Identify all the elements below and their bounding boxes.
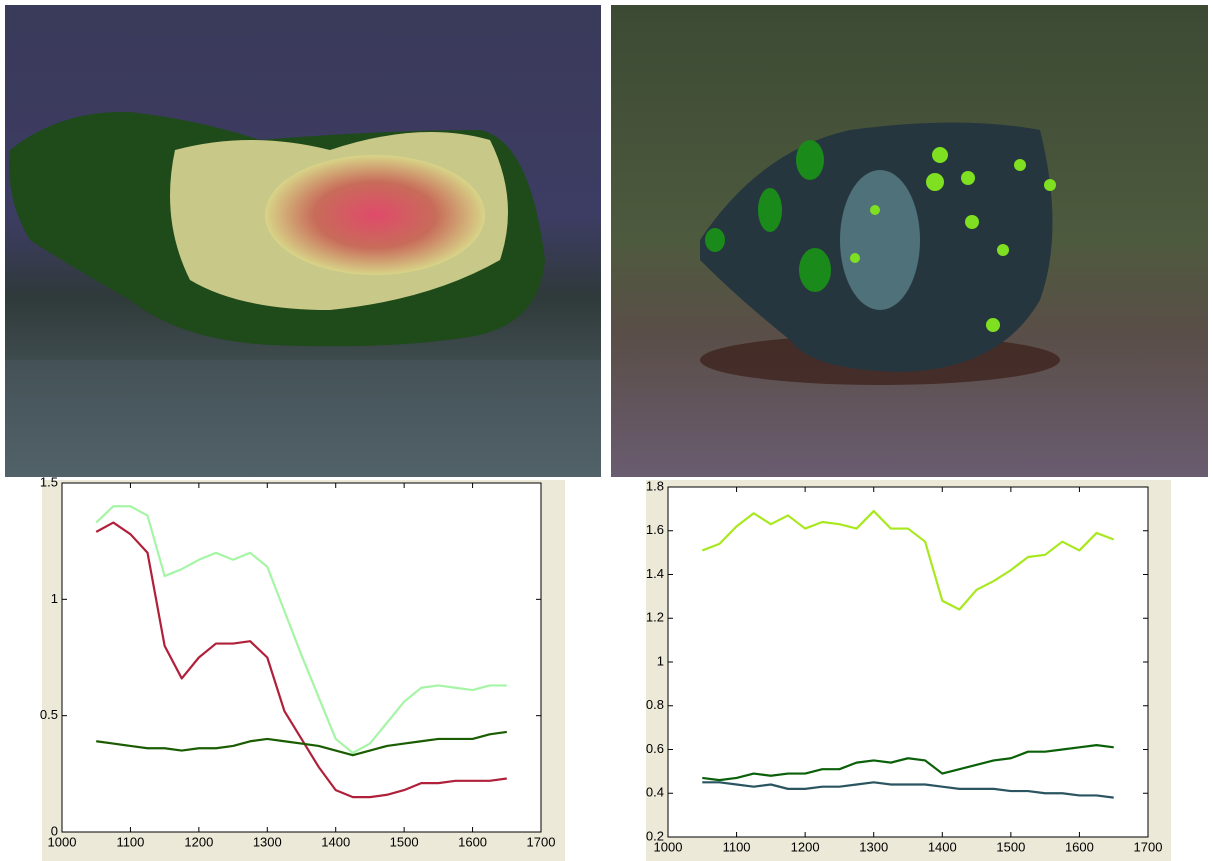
series-line [95, 505, 507, 754]
x-tick-label: 1200 [791, 839, 820, 854]
y-tick-label: 1.6 [646, 522, 664, 537]
y-tick-label: 0.4 [646, 785, 664, 800]
photo-left [5, 5, 601, 477]
x-tick-label: 1100 [723, 839, 751, 854]
y-tick-label: 1 [657, 653, 664, 668]
x-tick-label: 1000 [654, 839, 683, 854]
x-tick-label: 1000 [48, 834, 77, 849]
y-tick-label: 1.5 [40, 474, 58, 489]
series-line [95, 521, 507, 799]
x-tick-label: 1200 [184, 834, 213, 849]
series-line [701, 509, 1115, 611]
photo-right [611, 5, 1208, 477]
x-tick-label: 1700 [1134, 839, 1163, 854]
x-tick-label: 1600 [1065, 839, 1094, 854]
series-line [96, 730, 507, 757]
y-tick-label: 0.8 [646, 697, 664, 712]
y-tick-label: 1.8 [646, 478, 664, 493]
x-tick-label: 1100 [116, 834, 144, 849]
x-tick-label: 1300 [253, 834, 282, 849]
y-tick-label: 1.2 [646, 610, 664, 625]
x-tick-label: 1700 [527, 834, 556, 849]
x-tick-label: 1600 [458, 834, 487, 849]
y-tick-label: 0.2 [646, 828, 664, 843]
x-tick-label: 1500 [390, 834, 419, 849]
series-line [702, 781, 1114, 799]
y-tick-label: 1.4 [646, 566, 664, 581]
y-tick-label: 1 [51, 591, 58, 606]
x-tick-label: 1400 [928, 839, 957, 854]
x-tick-label: 1500 [996, 839, 1025, 854]
x-tick-label: 1400 [321, 834, 350, 849]
series-line [702, 744, 1114, 782]
y-tick-label: 0 [51, 823, 58, 838]
x-tick-label: 1300 [859, 839, 888, 854]
y-tick-label: 0.6 [646, 741, 664, 756]
y-tick-label: 0.5 [40, 707, 58, 722]
